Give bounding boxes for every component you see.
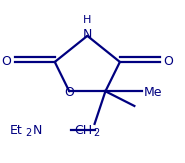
- Text: Me: Me: [143, 86, 162, 99]
- Text: 2: 2: [94, 128, 100, 138]
- Text: O: O: [163, 55, 173, 68]
- Text: N: N: [33, 124, 42, 137]
- Text: N: N: [83, 28, 92, 41]
- Text: Et: Et: [9, 124, 22, 137]
- Text: 2: 2: [25, 128, 31, 138]
- Text: O: O: [1, 55, 11, 68]
- Text: O: O: [64, 86, 74, 99]
- Text: H: H: [83, 15, 92, 25]
- Text: CH: CH: [74, 124, 92, 137]
